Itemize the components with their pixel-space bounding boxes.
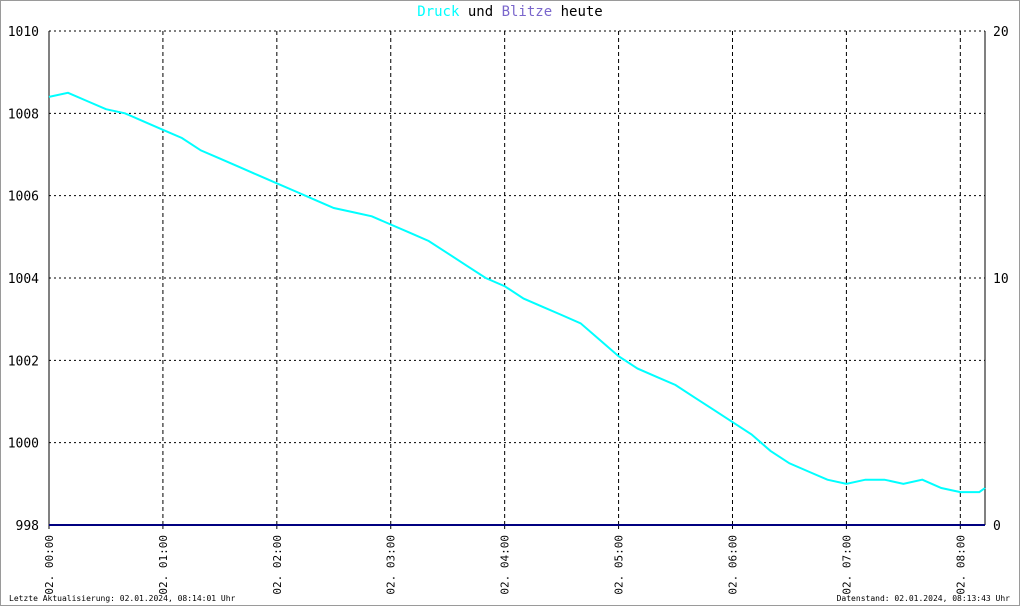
y-left-tick-label: 1004: [8, 272, 39, 287]
x-tick-label: 02. 01:00: [157, 535, 170, 595]
y-left-tick-label: 1006: [8, 190, 39, 205]
y-right-tick-label: 20: [993, 25, 1009, 40]
x-tick-label: 02. 00:00: [43, 535, 56, 595]
title-heute: heute: [552, 4, 603, 20]
title-und: und: [459, 4, 502, 20]
x-tick-label: 02. 03:00: [385, 535, 398, 595]
x-tick-label: 02. 08:00: [954, 535, 967, 595]
y-right-tick-label: 10: [993, 272, 1009, 287]
x-tick-label: 02. 05:00: [613, 535, 626, 595]
y-left-tick-label: 998: [16, 519, 39, 534]
x-tick-label: 02. 06:00: [726, 535, 739, 595]
title-blitze: Blitze: [501, 4, 553, 20]
title-druck: Druck: [417, 4, 460, 20]
y-right-tick-label: 0: [993, 519, 1001, 534]
y-left-tick-label: 1010: [8, 25, 39, 40]
data-status-text: Datenstand: 02.01.2024, 08:13:43 Uhr: [836, 594, 1010, 603]
last-update-text: Letzte Aktualisierung: 02.01.2024, 08:14…: [9, 594, 236, 603]
y-left-tick-label: 1008: [8, 107, 39, 122]
x-tick-label: 02. 02:00: [271, 535, 284, 595]
chart-title: Druck und Blitze heute: [0, 4, 1020, 20]
x-tick-label: 02. 04:00: [499, 535, 512, 595]
x-tick-label: 02. 07:00: [840, 535, 853, 595]
series-line-druck: [48, 91, 986, 494]
y-left-tick-label: 1000: [8, 437, 39, 452]
y-left-tick-label: 1002: [8, 354, 39, 369]
